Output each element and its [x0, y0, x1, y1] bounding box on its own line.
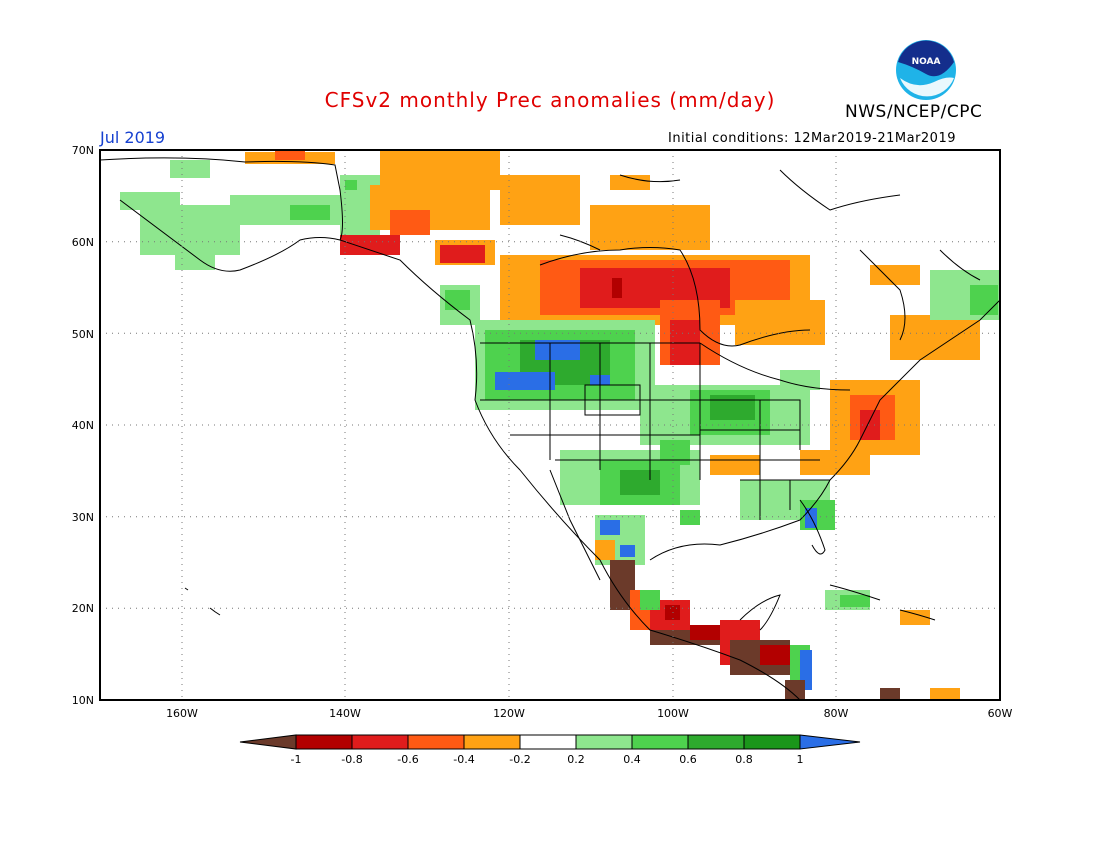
colorbar-swatch [463, 734, 521, 750]
colorbar-swatch [743, 734, 801, 750]
lon-label: 140W [329, 707, 361, 720]
lat-label: 40N [72, 419, 94, 432]
colorbar-label: 0.8 [735, 753, 753, 766]
lon-label: 120W [493, 707, 525, 720]
colorbar-label: 1 [797, 753, 804, 766]
initial-conditions: Initial conditions: 12Mar2019-21Mar2019 [668, 131, 956, 146]
colorbar-label: -0.4 [453, 753, 474, 766]
lon-label: 60W [988, 707, 1013, 720]
colorbar-swatch [687, 734, 745, 750]
anomaly-shading [120, 150, 1000, 700]
colorbar-swatch [575, 734, 633, 750]
colorbar-swatch [631, 734, 689, 750]
colorbar-label: 0.6 [679, 753, 697, 766]
lon-label: 80W [824, 707, 849, 720]
colorbar-label: -0.6 [397, 753, 418, 766]
colorbar-label: 0.2 [567, 753, 585, 766]
forecast-month: Jul 2019 [100, 128, 166, 147]
lat-label: 50N [72, 328, 94, 341]
lon-axis: 160W 140W 120W 100W 80W 60W [166, 707, 1012, 720]
lat-axis: 70N 60N 50N 40N 30N 20N 10N [72, 144, 94, 707]
colorbar: -1 -0.8 -0.6 -0.4 -0.2 0.2 0.4 0.6 0.8 1 [239, 734, 861, 766]
noaa-logo-icon: NOAA [896, 40, 956, 100]
coastlines [99, 157, 1001, 701]
lon-label: 100W [657, 707, 689, 720]
lat-label: 10N [72, 694, 94, 707]
colorbar-swatch [519, 734, 577, 750]
colorbar-label: 0.4 [623, 753, 641, 766]
colorbar-label: -1 [291, 753, 302, 766]
graticule [100, 150, 1000, 700]
colorbar-swatch [407, 734, 465, 750]
noaa-logo-text: NOAA [912, 57, 941, 67]
colorbar-swatch [295, 734, 353, 750]
map-frame [99, 149, 1001, 701]
chart-title: CFSv2 monthly Prec anomalies (mm/day) [324, 88, 776, 112]
lon-label: 160W [166, 707, 198, 720]
colorbar-upper-arrow [799, 734, 861, 750]
colorbar-swatch [351, 734, 409, 750]
colorbar-lower-arrow [239, 734, 297, 750]
colorbar-label: -0.8 [341, 753, 362, 766]
lat-label: 30N [72, 511, 94, 524]
lat-label: 20N [72, 602, 94, 615]
lat-label: 70N [72, 144, 94, 157]
agency-label: NWS/NCEP/CPC [845, 102, 983, 122]
lat-label: 60N [72, 236, 94, 249]
colorbar-label: -0.2 [509, 753, 530, 766]
